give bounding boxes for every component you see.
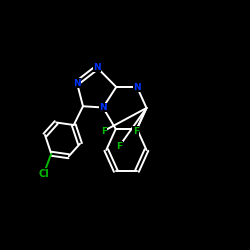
Text: N: N bbox=[93, 63, 101, 72]
Text: N: N bbox=[133, 82, 141, 92]
Text: F: F bbox=[116, 142, 122, 151]
Text: F: F bbox=[133, 126, 139, 136]
Text: N: N bbox=[73, 78, 81, 88]
Text: Cl: Cl bbox=[38, 169, 49, 179]
Text: F: F bbox=[101, 126, 107, 136]
Text: N: N bbox=[99, 103, 107, 112]
